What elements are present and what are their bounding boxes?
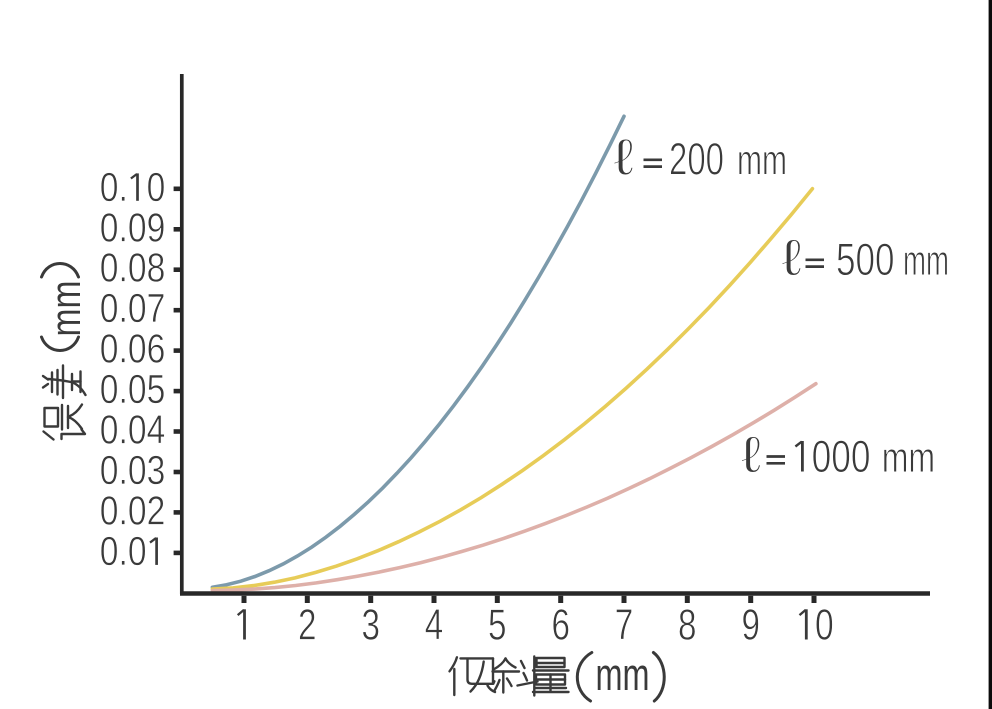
svg-text:ℓ: ℓ <box>781 230 801 287</box>
svg-text:mm: mm <box>882 434 935 482</box>
svg-text:8: 8 <box>678 601 697 650</box>
svg-text:mm: mm <box>903 237 949 285</box>
svg-text:4: 4 <box>425 601 444 650</box>
svg-text:ℓ: ℓ <box>613 129 633 186</box>
svg-text:0.09: 0.09 <box>100 204 166 250</box>
svg-text:000: 000 <box>812 431 871 482</box>
svg-text:0: 0 <box>815 601 834 650</box>
svg-text:6: 6 <box>551 601 570 650</box>
svg-text:0: 0 <box>147 164 166 210</box>
svg-text:9: 9 <box>741 601 760 650</box>
svg-text:2: 2 <box>298 601 317 650</box>
svg-text:5: 5 <box>488 601 507 650</box>
svg-text:ℓ: ℓ <box>741 427 761 484</box>
svg-text:0.08: 0.08 <box>100 245 166 291</box>
svg-text:0.0: 0.0 <box>100 528 147 574</box>
svg-text:0.07: 0.07 <box>100 285 166 331</box>
svg-text:200: 200 <box>669 134 724 185</box>
svg-text:0.04: 0.04 <box>100 407 166 453</box>
svg-text:mm: mm <box>596 649 650 700</box>
svg-text:3: 3 <box>361 601 380 650</box>
svg-text:0.02: 0.02 <box>100 487 166 533</box>
svg-text:0.03: 0.03 <box>100 447 166 493</box>
svg-text:0.: 0. <box>100 164 128 210</box>
svg-text:0.06: 0.06 <box>100 326 166 372</box>
svg-text:7: 7 <box>615 601 634 650</box>
svg-text:mm: mm <box>42 281 89 337</box>
svg-text:0.05: 0.05 <box>100 366 166 412</box>
svg-text:500: 500 <box>836 234 895 285</box>
svg-text:mm: mm <box>737 137 787 185</box>
